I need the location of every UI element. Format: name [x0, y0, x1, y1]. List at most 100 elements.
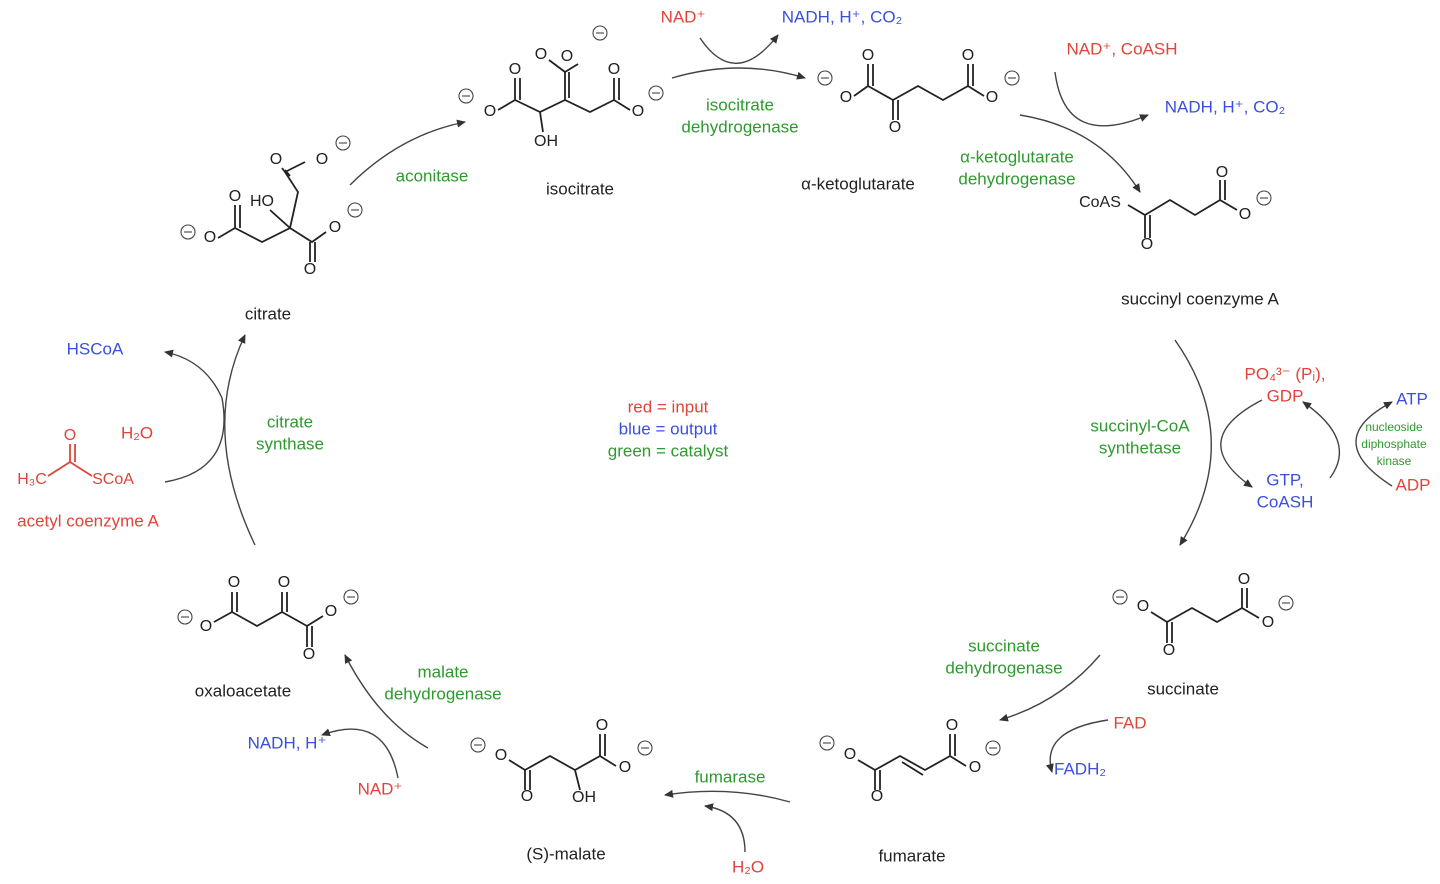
inputs-label: acetyl coenzyme A: [17, 511, 159, 530]
oxaloacetate-bonds: [213, 592, 324, 647]
charge-circle: [1256, 190, 1272, 206]
enzymes-label: succinyl-CoA: [1090, 416, 1190, 435]
outputs-label: ATP: [1396, 389, 1428, 408]
succinyl-bonds: [1127, 180, 1238, 238]
atom-label: SCoA: [92, 471, 134, 488]
labels: isocitrate α-ketoglutarate succinyl coenzy…: [17, 7, 1430, 876]
succinate-bonds: [1150, 588, 1260, 643]
charge-circle: [335, 135, 351, 151]
atom-label: H₃C: [17, 471, 47, 488]
charge-sign: [458, 88, 474, 104]
atom-label: O: [619, 759, 631, 776]
atom-label: O: [229, 188, 241, 205]
fumarate-bonds: [857, 734, 967, 790]
outputs-label: NADH, H⁺, CO₂: [782, 7, 902, 26]
enzymes-label: synthetase: [1099, 438, 1181, 457]
atom-label: O: [946, 717, 958, 734]
enzymes-label: isocitrate: [706, 95, 774, 114]
enzymes-label: dehydrogenase: [384, 684, 501, 703]
enzymes-label: dehydrogenase: [681, 117, 798, 136]
inputs-label: NAD⁺: [661, 7, 706, 26]
enzymes-label: fumarase: [695, 767, 766, 786]
atom-label: O: [329, 219, 341, 236]
charge-sign: [1256, 190, 1272, 206]
charge-sign: [1112, 589, 1128, 605]
legend-entry: blue = output: [619, 419, 718, 438]
atom-label: O: [278, 574, 290, 591]
enzymes-label: malate: [417, 662, 468, 681]
arrow: [164, 349, 225, 483]
arrow: [224, 334, 256, 546]
arrow: [664, 789, 791, 803]
arrow: [1355, 401, 1393, 487]
metabolites-label: oxaloacetate: [195, 681, 291, 700]
inputs-label: H₂O: [121, 423, 153, 442]
charge-circle: [470, 737, 486, 753]
charge-sign: [637, 740, 653, 756]
enzymes-label: dehydrogenase: [958, 169, 1075, 188]
inputs-label: GDP: [1267, 386, 1304, 405]
charge-sign: [648, 85, 664, 101]
charge-circle: [648, 85, 664, 101]
atom-label: O: [1216, 164, 1228, 181]
outputs-label: CoASH: [1257, 492, 1314, 511]
atom-label: O: [969, 759, 981, 776]
inputs-label: FAD: [1113, 713, 1146, 732]
isocitrate-bonds: [497, 59, 631, 133]
enzymes-label: diphosphate: [1361, 437, 1427, 451]
enzymes-label: dehydrogenase: [945, 658, 1062, 677]
outputs-label: HSCoA: [67, 339, 124, 358]
atom-label: O: [840, 89, 852, 106]
ketoglutarate-bonds: [853, 64, 985, 120]
atom-label: O: [200, 618, 212, 635]
metabolites-label: succinate: [1147, 679, 1219, 698]
atom-label: O: [889, 119, 901, 136]
outputs-label: NADH, H⁺, CO₂: [1165, 97, 1285, 116]
atom-label: O: [561, 48, 573, 65]
outputs-label: GTP,: [1266, 470, 1303, 489]
charge-sign: [819, 735, 835, 751]
charge-sign: [1278, 595, 1294, 611]
outputs-label: FADH₂: [1054, 759, 1106, 778]
atom-label: O: [1262, 614, 1274, 631]
charge-sign: [335, 135, 351, 151]
legend-entry: green = catalyst: [608, 441, 729, 460]
arrow: [344, 654, 429, 749]
atom-label: O: [509, 61, 521, 78]
atom-label: OH: [534, 133, 558, 150]
atom-label: O: [596, 717, 608, 734]
charge-sign: [180, 224, 196, 240]
atom-label: O: [862, 47, 874, 64]
metabolites-label: succinyl coenzyme A: [1121, 289, 1279, 308]
inputs-label: H₂O: [732, 857, 764, 876]
atom-label: O: [325, 603, 337, 620]
enzymes-label: α-ketoglutarate: [960, 147, 1074, 166]
charge-sign: [817, 70, 833, 86]
metabolites-label: fumarate: [878, 846, 945, 865]
atom-label: OH: [572, 789, 596, 806]
atom-label: O: [844, 746, 856, 763]
atom-label: O: [986, 89, 998, 106]
malate-bonds: [508, 734, 617, 791]
charge-circle: [180, 224, 196, 240]
charge-sign: [347, 202, 363, 218]
atom-label: O: [1141, 236, 1153, 253]
enzymes-label: aconitase: [396, 166, 469, 185]
atom-label: CoAS: [1079, 194, 1121, 211]
atom-label: O: [228, 574, 240, 591]
arrow: [704, 803, 746, 853]
bonds: [47, 59, 1260, 791]
arrow: [1302, 401, 1341, 479]
charge-circle: [817, 70, 833, 86]
charge-sign: [985, 740, 1001, 756]
inputs-label: NAD⁺: [358, 779, 403, 798]
charge-circle: [177, 609, 193, 625]
enzymes-label: synthase: [256, 434, 324, 453]
arrow: [999, 654, 1101, 722]
arrow: [1220, 399, 1263, 488]
metabolites-label: (S)-malate: [526, 844, 605, 863]
atom-label: O: [304, 261, 316, 278]
charge-circle: [637, 740, 653, 756]
citrate-bonds: [217, 161, 327, 262]
